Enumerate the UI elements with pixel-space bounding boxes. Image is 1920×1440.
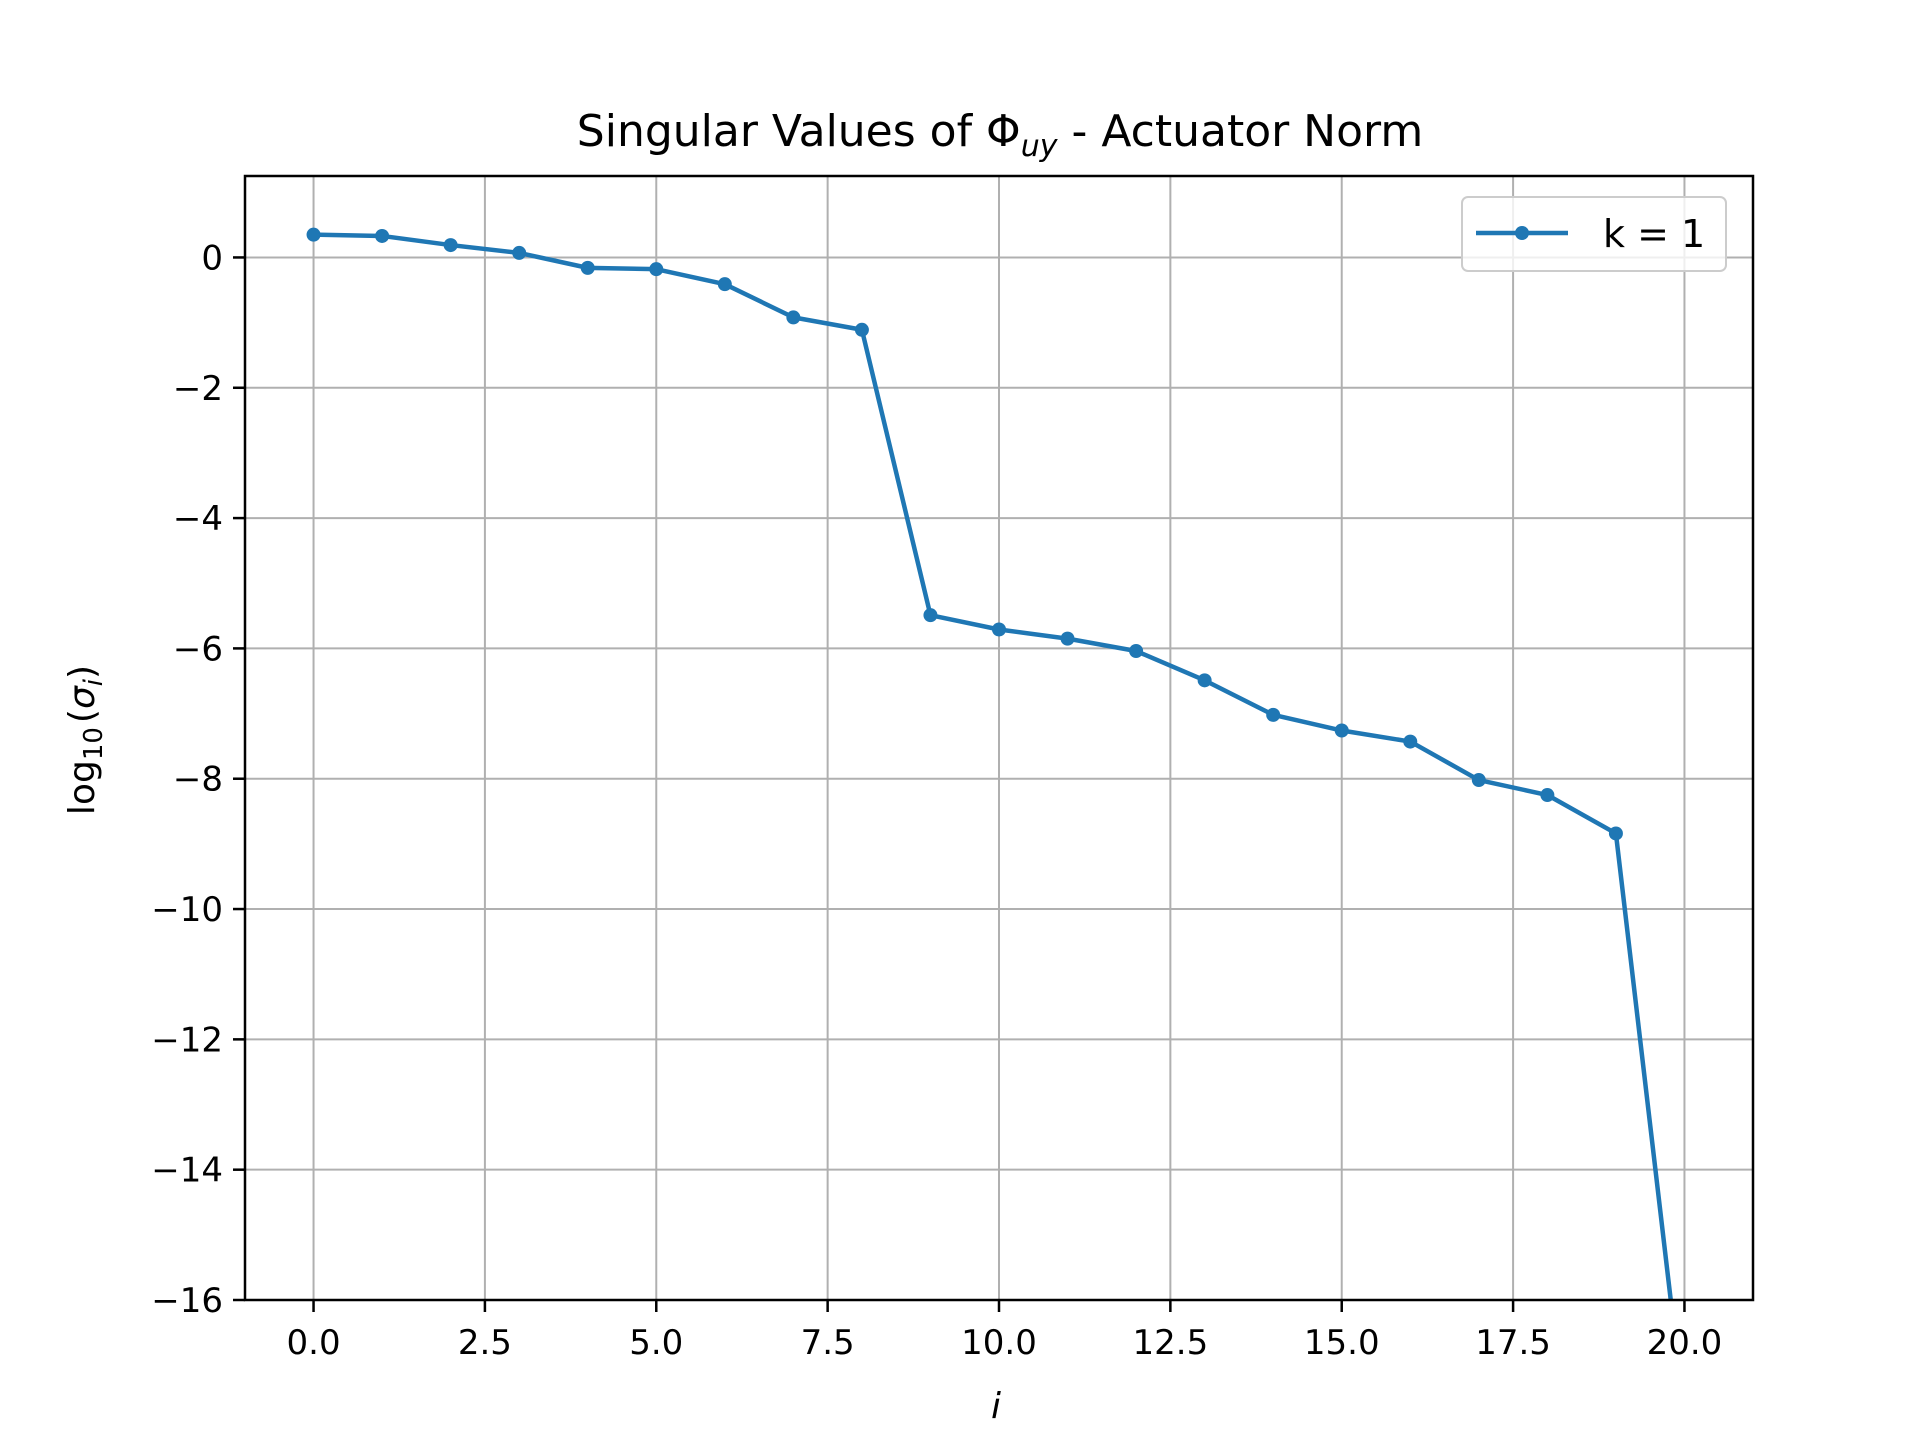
legend-marker-k1 bbox=[1515, 226, 1529, 240]
data-point bbox=[992, 622, 1006, 637]
y-tick-label: −6 bbox=[173, 629, 223, 669]
x-tick-label: 2.5 bbox=[458, 1323, 512, 1363]
data-point bbox=[306, 227, 321, 242]
data-point bbox=[375, 228, 390, 243]
data-point bbox=[1608, 826, 1623, 841]
data-point bbox=[1060, 631, 1075, 646]
y-axis-label: log10(σi) bbox=[62, 665, 109, 815]
chart-title: Singular Values of Φuy - Actuator Norm bbox=[577, 106, 1423, 164]
data-point bbox=[512, 245, 527, 260]
legend-label-k1: k = 1 bbox=[1603, 212, 1705, 256]
series-layer bbox=[306, 227, 1673, 1301]
y-tick-label: −4 bbox=[173, 499, 223, 539]
legend: k = 1 bbox=[1461, 196, 1727, 272]
data-point bbox=[443, 238, 458, 253]
data-point bbox=[923, 608, 938, 623]
x-tick-label: 15.0 bbox=[1304, 1323, 1380, 1363]
x-axis-label: i bbox=[991, 1386, 1001, 1427]
data-point bbox=[1403, 734, 1418, 749]
y-tick-label: −2 bbox=[173, 369, 223, 409]
x-tick-label: 5.0 bbox=[629, 1323, 683, 1363]
y-axis-ticks: 0 −2 −4 −6 −8 −10 −12 −14 −16 bbox=[151, 238, 245, 1321]
y-tick-label: −10 bbox=[151, 890, 223, 930]
data-point bbox=[1129, 644, 1144, 659]
data-point bbox=[854, 322, 869, 337]
grid bbox=[245, 176, 1753, 1301]
y-tick-label: −12 bbox=[151, 1020, 223, 1060]
series-points bbox=[306, 227, 1623, 841]
data-point bbox=[717, 277, 732, 292]
x-tick-label: 0.0 bbox=[287, 1323, 341, 1363]
x-tick-label: 10.0 bbox=[961, 1323, 1037, 1363]
x-tick-label: 17.5 bbox=[1475, 1323, 1551, 1363]
series-line-k1 bbox=[313, 232, 1673, 1301]
x-tick-label: 20.0 bbox=[1647, 1323, 1723, 1363]
data-point bbox=[1540, 788, 1555, 803]
y-tick-label: −14 bbox=[151, 1151, 223, 1191]
y-tick-label: 0 bbox=[201, 238, 223, 278]
x-axis-ticks: 0.0 2.5 5.0 7.5 10.0 12.5 15.0 17.5 20.0 bbox=[287, 1300, 1723, 1363]
y-tick-label: −16 bbox=[151, 1281, 223, 1321]
data-point bbox=[1197, 673, 1212, 688]
y-tick-label: −8 bbox=[173, 760, 223, 800]
data-point bbox=[1471, 773, 1486, 788]
x-tick-label: 12.5 bbox=[1133, 1323, 1209, 1363]
data-point bbox=[1334, 723, 1349, 738]
legend-box bbox=[1461, 196, 1727, 272]
data-point bbox=[1266, 707, 1281, 722]
data-point bbox=[649, 262, 664, 277]
x-tick-label: 7.5 bbox=[801, 1323, 855, 1363]
data-point bbox=[786, 310, 801, 325]
data-point bbox=[580, 260, 595, 275]
